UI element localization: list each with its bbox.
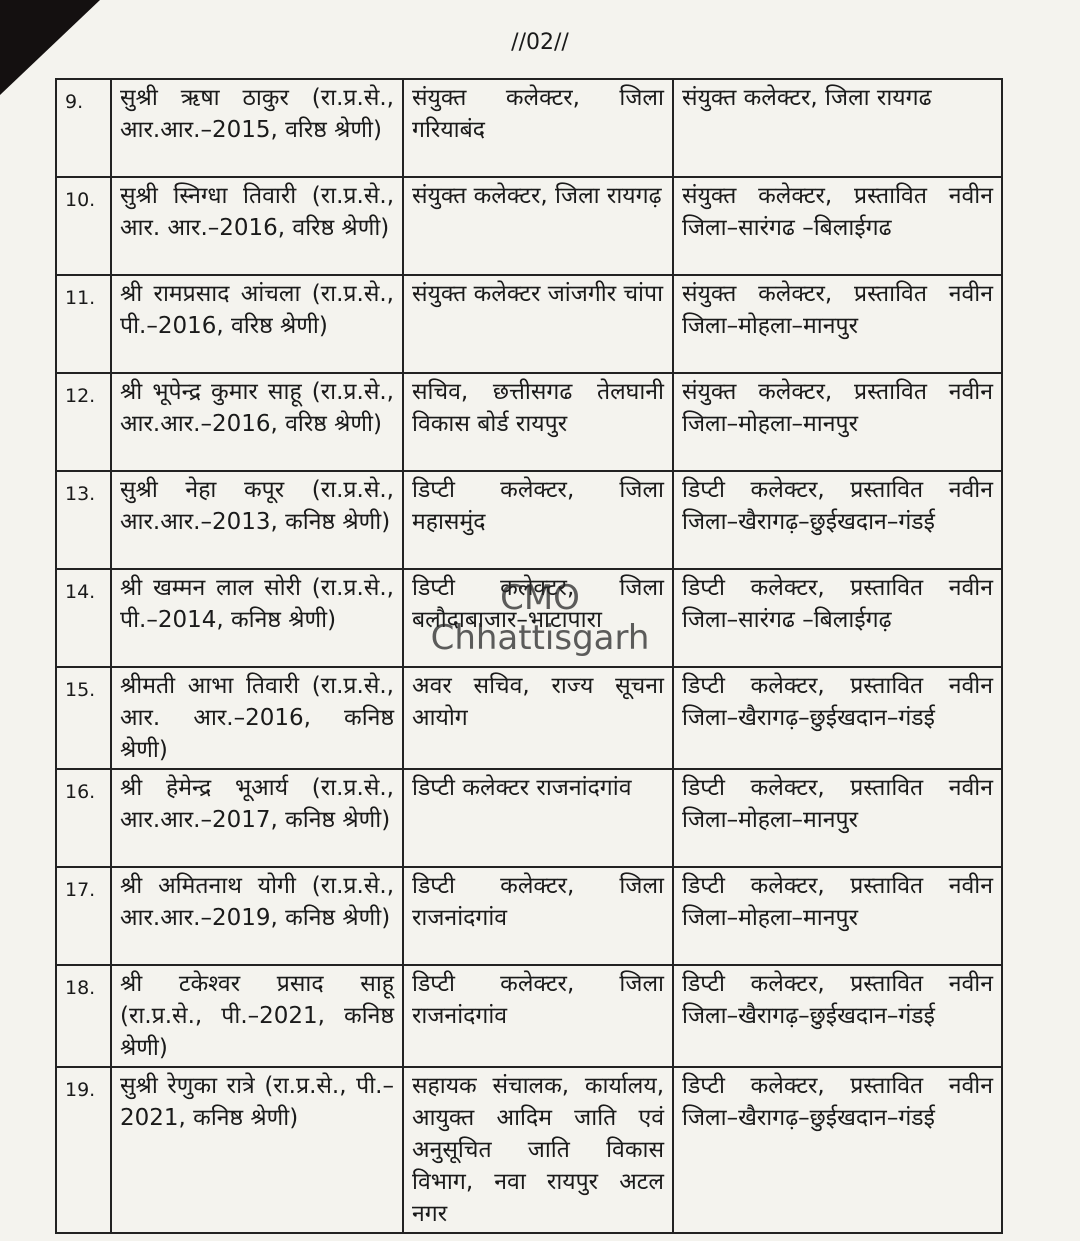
officer-name: सुश्री स्निग्धा तिवारी (रा.प्र.से., आर. … xyxy=(110,176,404,276)
table-row: 14. श्री खम्मन लाल सोरी (रा.प्र.से., पी.–… xyxy=(55,568,1003,668)
current-posting: सहायक संचालक, कार्यालय, आयुक्त आदिम जाति… xyxy=(402,1066,674,1234)
new-posting: संयुक्त कलेक्टर, प्रस्तावित नवीन जिला–मो… xyxy=(672,274,1003,374)
officer-name: श्री हेमेन्द्र भूआर्य (रा.प्र.से., आर.आर… xyxy=(110,768,404,868)
serial-number: 9. xyxy=(55,78,112,178)
serial-number: 18. xyxy=(55,964,112,1068)
serial-number: 12. xyxy=(55,372,112,472)
serial-number: 10. xyxy=(55,176,112,276)
new-posting: डिप्टी कलेक्टर, प्रस्तावित नवीन जिला–मोह… xyxy=(672,768,1003,868)
serial-number: 11. xyxy=(55,274,112,374)
new-posting: संयुक्त कलेक्टर, जिला रायगढ xyxy=(672,78,1003,178)
current-posting: डिप्टी कलेक्टर, जिला राजनांदगांव xyxy=(402,866,674,966)
serial-number: 17. xyxy=(55,866,112,966)
current-posting: अवर सचिव, राज्य सूचना आयोग xyxy=(402,666,674,770)
current-posting: डिप्टी कलेक्टर, जिला राजनांदगांव xyxy=(402,964,674,1068)
serial-number: 13. xyxy=(55,470,112,570)
serial-number: 14. xyxy=(55,568,112,668)
officer-name: श्रीमती आभा तिवारी (रा.प्र.से., आर. आर.–… xyxy=(110,666,404,770)
serial-number: 16. xyxy=(55,768,112,868)
officer-name: श्री भूपेन्द्र कुमार साहू (रा.प्र.से., आ… xyxy=(110,372,404,472)
current-posting: संयुक्त कलेक्टर जांजगीर चांपा xyxy=(402,274,674,374)
new-posting: डिप्टी कलेक्टर, प्रस्तावित नवीन जिला–खैर… xyxy=(672,470,1003,570)
serial-number: 19. xyxy=(55,1066,112,1234)
new-posting: डिप्टी कलेक्टर, प्रस्तावित नवीन जिला–खैर… xyxy=(672,964,1003,1068)
table-row: 10. सुश्री स्निग्धा तिवारी (रा.प्र.से., आ… xyxy=(55,176,1003,276)
current-posting: संयुक्त कलेक्टर, जिला रायगढ़ xyxy=(402,176,674,276)
officer-name: सुश्री नेहा कपूर (रा.प्र.से., आर.आर.–201… xyxy=(110,470,404,570)
officer-name: श्री रामप्रसाद आंचला (रा.प्र.से., पी.–20… xyxy=(110,274,404,374)
page-number: //02// xyxy=(511,30,569,55)
officer-name: श्री टकेश्वर प्रसाद साहू (रा.प्र.से., पी… xyxy=(110,964,404,1068)
officer-name: सुश्री ऋषा ठाकुर (रा.प्र.से., आर.आर.–201… xyxy=(110,78,404,178)
current-posting: सचिव, छत्तीसगढ तेलघानी विकास बोर्ड रायपु… xyxy=(402,372,674,472)
officer-name: श्री खम्मन लाल सोरी (रा.प्र.से., पी.–201… xyxy=(110,568,404,668)
new-posting: डिप्टी कलेक्टर, प्रस्तावित नवीन जिला–सार… xyxy=(672,568,1003,668)
table-row: 13. सुश्री नेहा कपूर (रा.प्र.से., आर.आर.–… xyxy=(55,470,1003,570)
transfer-table: 9. सुश्री ऋषा ठाकुर (रा.प्र.से., आर.आर.–2… xyxy=(55,78,1003,1234)
serial-number: 15. xyxy=(55,666,112,770)
table-row: 19. सुश्री रेणुका रात्रे (रा.प्र.से., पी.… xyxy=(55,1066,1003,1234)
officer-name: श्री अमितनाथ योगी (रा.प्र.से., आर.आर.–20… xyxy=(110,866,404,966)
new-posting: डिप्टी कलेक्टर, प्रस्तावित नवीन जिला–खैर… xyxy=(672,1066,1003,1234)
table-row: 15. श्रीमती आभा तिवारी (रा.प्र.से., आर. आ… xyxy=(55,666,1003,770)
table-row: 17. श्री अमितनाथ योगी (रा.प्र.से., आर.आर.… xyxy=(55,866,1003,966)
current-posting: डिप्टी कलेक्टर, जिला महासमुंद xyxy=(402,470,674,570)
new-posting: डिप्टी कलेक्टर, प्रस्तावित नवीन जिला–मोह… xyxy=(672,866,1003,966)
table-row: 18. श्री टकेश्वर प्रसाद साहू (रा.प्र.से.,… xyxy=(55,964,1003,1068)
officer-name: सुश्री रेणुका रात्रे (रा.प्र.से., पी.–20… xyxy=(110,1066,404,1234)
new-posting: डिप्टी कलेक्टर, प्रस्तावित नवीन जिला–खैर… xyxy=(672,666,1003,770)
current-posting: डिप्टी कलेक्टर, जिला बलौदाबाजार–भाटापारा xyxy=(402,568,674,668)
table-row: 16. श्री हेमेन्द्र भूआर्य (रा.प्र.से., आर… xyxy=(55,768,1003,868)
table-row: 11. श्री रामप्रसाद आंचला (रा.प्र.से., पी.… xyxy=(55,274,1003,374)
new-posting: संयुक्त कलेक्टर, प्रस्तावित नवीन जिला–सा… xyxy=(672,176,1003,276)
current-posting: संयुक्त कलेक्टर, जिला गरियाबंद xyxy=(402,78,674,178)
table-row: 12. श्री भूपेन्द्र कुमार साहू (रा.प्र.से.… xyxy=(55,372,1003,472)
new-posting: संयुक्त कलेक्टर, प्रस्तावित नवीन जिला–मो… xyxy=(672,372,1003,472)
current-posting: डिप्टी कलेक्टर राजनांदगांव xyxy=(402,768,674,868)
table-row: 9. सुश्री ऋषा ठाकुर (रा.प्र.से., आर.आर.–2… xyxy=(55,78,1003,178)
